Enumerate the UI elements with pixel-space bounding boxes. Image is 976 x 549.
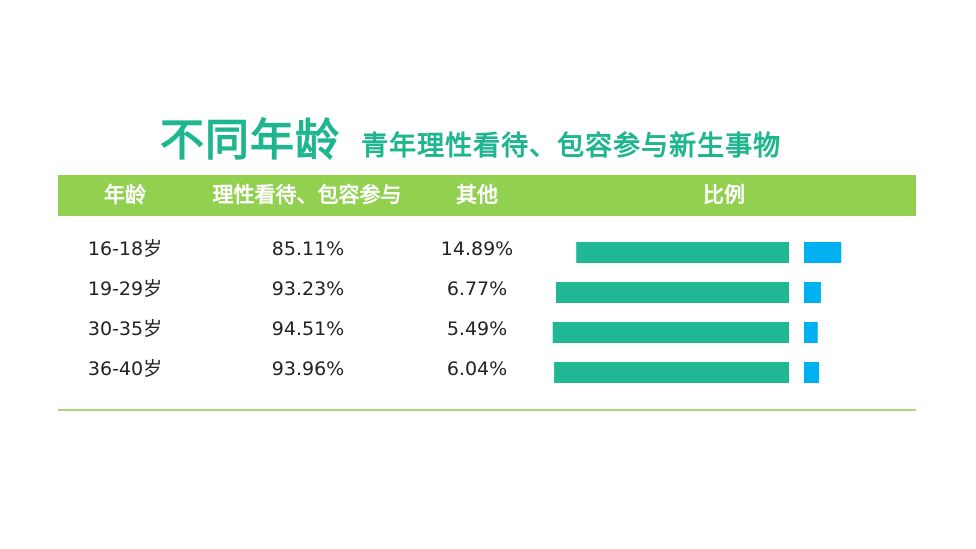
age-cell: 36-40岁 bbox=[87, 358, 163, 380]
header-ratio: 比例 bbox=[703, 183, 745, 207]
bar-rational-2 bbox=[552, 322, 789, 343]
header-age: 年龄 bbox=[104, 183, 146, 207]
bar-rational-1 bbox=[555, 282, 789, 303]
table-header: 年龄 理性看待、包容参与 其他 比例 bbox=[58, 175, 916, 216]
other-cell: 14.89% bbox=[440, 238, 514, 260]
bottom-divider bbox=[58, 409, 916, 411]
other-cell: 6.77% bbox=[446, 278, 508, 300]
page-title: 不同年龄 bbox=[160, 115, 340, 166]
other-cell: 6.04% bbox=[446, 358, 508, 380]
rational-cell: 93.96% bbox=[271, 358, 345, 380]
bar-other-1 bbox=[804, 282, 821, 303]
bar-other-2 bbox=[804, 322, 818, 343]
header-rational: 理性看待、包容参与 bbox=[212, 183, 402, 207]
other-cell: 5.49% bbox=[446, 318, 508, 340]
rational-cell: 93.23% bbox=[271, 278, 345, 300]
rational-cell: 94.51% bbox=[271, 318, 345, 340]
page-subtitle: 青年理性看待、包容参与新生事物 bbox=[361, 131, 782, 162]
bar-rational-0 bbox=[576, 242, 789, 263]
bar-rational-3 bbox=[554, 362, 789, 383]
rational-cell: 85.11% bbox=[271, 238, 345, 260]
title-row: 不同年龄 青年理性看待、包容参与新生事物 bbox=[160, 104, 781, 168]
age-cell: 30-35岁 bbox=[87, 318, 163, 340]
table-row: 36-40岁 93.96% 6.04% bbox=[58, 349, 916, 389]
age-cell: 16-18岁 bbox=[87, 238, 163, 260]
bar-other-0 bbox=[804, 242, 842, 263]
age-cell: 19-29岁 bbox=[87, 278, 163, 300]
table-row: 19-29岁 93.23% 6.77% bbox=[58, 269, 916, 309]
bar-other-3 bbox=[804, 362, 820, 383]
table-row: 30-35岁 94.51% 5.49% bbox=[58, 309, 916, 349]
table-row: 16-18岁 85.11% 14.89% bbox=[58, 229, 916, 269]
header-other: 其他 bbox=[456, 183, 498, 207]
